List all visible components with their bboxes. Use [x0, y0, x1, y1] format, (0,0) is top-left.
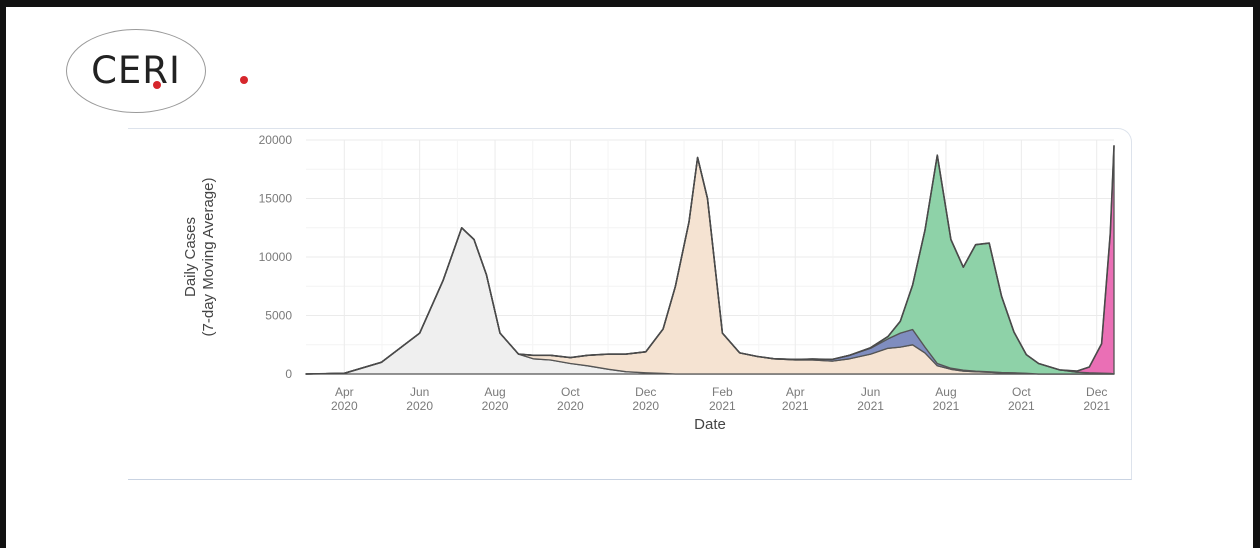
- logo-accent-dot: [153, 81, 161, 89]
- y-axis-title: Daily Cases(7-day Moving Average): [182, 178, 217, 337]
- y-tick-label: 15000: [259, 192, 293, 206]
- x-tick-label: Apr 2021: [782, 385, 809, 413]
- x-tick-label: Jun 2020: [406, 385, 433, 413]
- x-tick-label: Apr 2020: [331, 385, 358, 413]
- x-tick-label: Dec 2020: [632, 385, 659, 413]
- x-axis-title: Date: [694, 416, 726, 433]
- cases-chart: 0 5000 10000 15000 20000 Apr 2020 Jun 2020 Aug 202…: [182, 133, 1115, 433]
- x-tick-label: Oct 2020: [557, 385, 584, 413]
- x-tick-label: Feb 2021: [709, 385, 736, 413]
- x-tick-label: Oct 2021: [1008, 385, 1035, 413]
- x-tick-label: Aug 2020: [482, 385, 509, 413]
- x-tick-label: Aug 2021: [933, 385, 960, 413]
- y-tick-label: 5000: [265, 309, 292, 323]
- logo-text: CERI: [91, 49, 181, 92]
- total-outline: [305, 145, 1115, 375]
- chart-card: 0 5000 10000 15000 20000 Apr 2020 Jun 2020 Aug 202…: [128, 128, 1132, 480]
- x-tick-label: Dec 2021: [1083, 385, 1110, 413]
- y-tick-label: 10000: [259, 250, 293, 264]
- y-tick-label: 20000: [259, 133, 293, 147]
- ceri-logo: CERI: [66, 29, 248, 113]
- logo-accent-dot: [240, 76, 248, 84]
- y-tick-label: 0: [285, 367, 292, 381]
- x-tick-label: Jun 2021: [857, 385, 884, 413]
